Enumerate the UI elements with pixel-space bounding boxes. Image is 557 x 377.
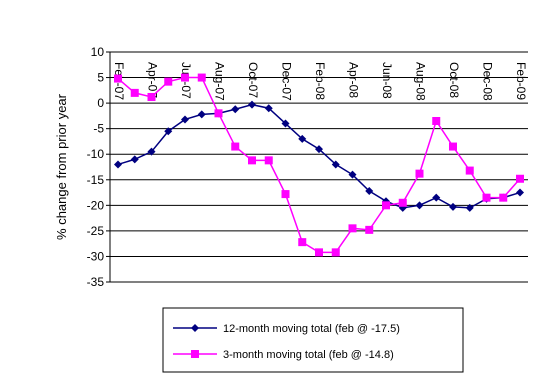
data-point (415, 169, 424, 178)
y-tick-label: 10 (91, 45, 105, 59)
data-point (331, 160, 340, 169)
data-point (499, 193, 508, 202)
legend-label-12-month: 12-month moving total (feb @ -17.5) (223, 323, 400, 335)
data-point (181, 73, 189, 82)
data-point (197, 73, 206, 82)
data-point (465, 166, 474, 175)
y-tick-label: -15 (87, 173, 105, 187)
data-point (432, 117, 441, 125)
x-tick-label: Aug-07 (212, 62, 226, 101)
legend-label-3-month: 3-month moving total (feb @ -14.8) (223, 349, 394, 361)
x-tick-label: Oct-07 (246, 62, 260, 98)
data-point (197, 110, 206, 119)
data-point (264, 104, 273, 113)
data-point (382, 201, 390, 210)
series-line-1 (117, 76, 521, 254)
data-point (164, 77, 173, 86)
data-point (181, 115, 189, 124)
x-tick-label: Dec-08 (480, 62, 494, 101)
gridlines (110, 51, 528, 283)
data-point (164, 127, 173, 136)
data-point (365, 187, 374, 196)
x-tick-label: Jun-08 (380, 62, 394, 99)
data-point (516, 188, 524, 197)
data-point (147, 92, 156, 101)
data-point (130, 88, 139, 97)
y-tick-label: -20 (87, 198, 105, 212)
data-point (398, 198, 407, 207)
y-axis-label: % change from prior year (54, 93, 69, 240)
data-point (231, 105, 240, 114)
data-point (516, 174, 524, 183)
data-point (248, 100, 256, 109)
data-point (415, 201, 424, 210)
x-tick-label: Aug-08 (413, 62, 427, 101)
y-tick-label: -35 (87, 275, 105, 289)
data-point (298, 238, 307, 247)
data-point (315, 145, 323, 154)
legend-marker-3-month (191, 350, 199, 358)
data-point (214, 109, 223, 118)
y-tick-label: -25 (87, 224, 105, 238)
data-point (449, 202, 457, 211)
data-point (482, 193, 491, 202)
data-point (365, 225, 374, 234)
data-point (281, 190, 290, 199)
y-tick-label: 0 (97, 96, 104, 110)
x-tick-label: Apr-08 (346, 62, 360, 98)
data-point (264, 156, 273, 165)
data-point (348, 170, 357, 179)
data-point (298, 134, 307, 143)
data-point (248, 156, 256, 165)
x-axis: Feb-07Apr-07Jun-07Aug-07Oct-07Dec-07Feb-… (112, 62, 528, 101)
y-tick-label: -10 (87, 147, 105, 161)
data-point (348, 224, 357, 233)
series-layer (114, 73, 524, 257)
x-tick-label: Apr-07 (145, 62, 159, 98)
data-point (331, 248, 340, 257)
legend-marker-12-month (191, 324, 199, 332)
x-tick-label: Dec-07 (279, 62, 293, 101)
y-tick-label: -30 (87, 249, 105, 263)
data-point (281, 119, 290, 128)
data-point (432, 193, 441, 202)
data-point (114, 74, 122, 83)
x-tick-label: Feb-08 (313, 62, 327, 100)
data-point (114, 160, 122, 169)
data-point (315, 248, 323, 257)
x-tick-label: Oct-08 (447, 62, 461, 98)
data-point (130, 155, 139, 164)
y-tick-label: -5 (93, 122, 104, 136)
data-point (465, 203, 474, 212)
legend-box (162, 307, 464, 373)
y-tick-label: 5 (97, 71, 104, 85)
data-point (147, 147, 156, 156)
data-point (449, 142, 457, 151)
x-tick-label: Feb-09 (514, 62, 528, 100)
data-point (231, 142, 240, 151)
y-axis: 10 5 0 -5 -10 -15 -20 -25 -30 -35 (87, 45, 110, 289)
legend: 12-month moving total (feb @ -17.5) 3-mo… (162, 307, 464, 373)
